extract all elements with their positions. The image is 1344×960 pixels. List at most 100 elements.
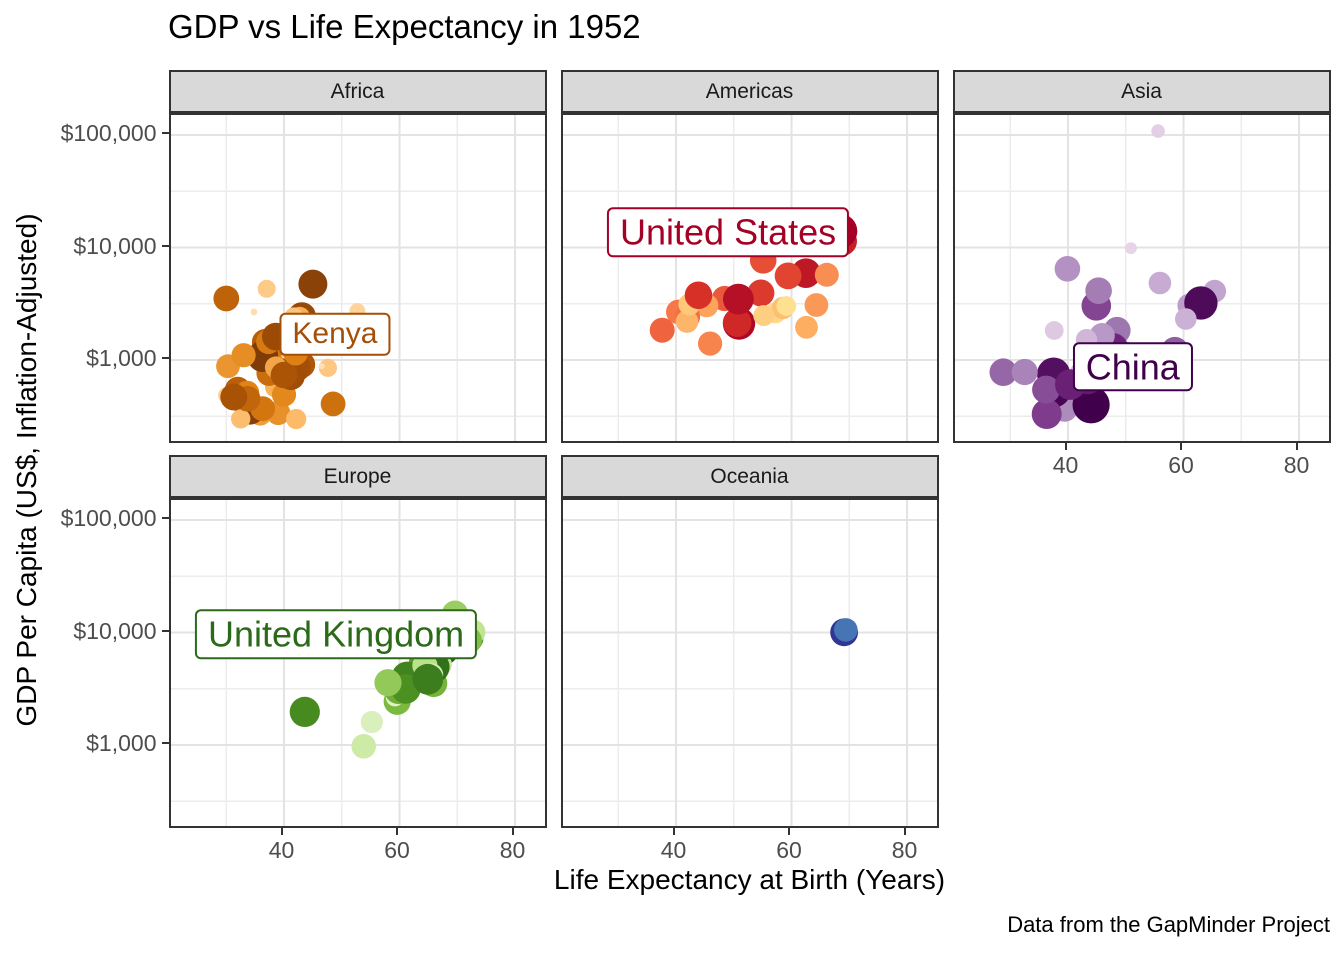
data-source-caption: Data from the GapMinder Project	[1007, 912, 1330, 937]
data-point	[722, 308, 751, 337]
facet-panel: United Kingdom	[168, 498, 547, 828]
facet-asia: Asia China	[952, 70, 1331, 443]
data-point	[1054, 256, 1080, 282]
x-axis-title: Life Expectancy at Birth (Years)	[553, 864, 946, 895]
facet-plot-svg	[562, 500, 937, 826]
data-point	[649, 317, 675, 343]
x-tick-label: 40	[1052, 452, 1079, 478]
facet-plot-svg	[562, 115, 937, 441]
facet-strip: Africa	[168, 70, 547, 113]
facet-strip: Americas	[560, 70, 939, 113]
y-tick-label: $100,000	[60, 120, 157, 146]
data-point	[230, 409, 250, 429]
data-point	[1011, 358, 1038, 386]
x-tick-label: 40	[660, 837, 687, 863]
data-point	[675, 310, 698, 333]
country-label-china: China	[1072, 342, 1193, 392]
data-point	[297, 269, 327, 299]
country-label-kenya: Kenya	[279, 312, 391, 356]
x-tick-mark	[511, 828, 514, 835]
data-point	[722, 283, 754, 315]
facet-oceania: Oceania	[560, 455, 939, 828]
x-tick-mark	[280, 828, 283, 835]
country-label-united-kingdom: United Kingdom	[195, 609, 478, 660]
data-point	[752, 305, 774, 327]
data-point	[814, 262, 839, 287]
data-point	[1148, 271, 1171, 295]
data-point	[1031, 375, 1060, 404]
data-point	[318, 358, 337, 377]
data-point	[1084, 277, 1112, 304]
data-point	[318, 363, 325, 370]
data-point	[684, 281, 712, 310]
y-axis-title: GDP Per Capita (US$, Inflation-Adjusted)	[11, 213, 42, 727]
data-point	[285, 408, 306, 430]
x-tick-mark	[1295, 443, 1298, 450]
data-point	[411, 663, 443, 695]
y-tick-label: $1,000	[86, 345, 157, 371]
data-point	[794, 315, 818, 339]
data-point	[289, 696, 320, 727]
x-tick-label: 80	[499, 837, 526, 863]
y-tick-mark	[161, 132, 169, 134]
data-point	[1031, 399, 1062, 429]
x-tick-label: 40	[268, 837, 295, 863]
data-point	[989, 358, 1017, 386]
data-point	[212, 285, 239, 312]
data-point	[270, 361, 297, 389]
chart-title: GDP vs Life Expectancy in 1952	[168, 8, 641, 45]
y-tick-label: $100,000	[60, 505, 157, 531]
facet-panel: Kenya	[168, 113, 547, 443]
facet-plot-svg	[954, 115, 1329, 441]
y-tick-label: $10,000	[73, 232, 157, 259]
y-tick-label: $1,000	[86, 730, 157, 756]
data-point	[833, 618, 858, 642]
data-point	[1124, 242, 1137, 255]
data-point	[1174, 308, 1197, 330]
x-tick-label: 80	[891, 837, 918, 863]
facet-americas: Americas United States	[560, 70, 939, 443]
facet-strip: Asia	[952, 70, 1331, 113]
facet-plot-svg	[170, 500, 545, 826]
x-tick-mark	[396, 828, 399, 835]
data-point	[1044, 321, 1064, 340]
country-label-united-states: United States	[607, 207, 850, 258]
data-point	[1150, 124, 1165, 138]
x-tick-label: 60	[1168, 452, 1194, 478]
data-point	[775, 296, 796, 316]
facet-panel: China	[952, 113, 1331, 443]
y-tick-mark	[161, 629, 169, 632]
y-tick-mark	[161, 742, 169, 744]
facet-africa: Africa Kenya	[168, 70, 547, 443]
facet-panel: United States	[560, 113, 939, 443]
x-tick-mark	[1064, 443, 1067, 450]
data-point	[697, 331, 722, 356]
data-point	[219, 383, 247, 411]
data-point	[774, 262, 801, 290]
data-point	[320, 391, 345, 417]
data-point	[231, 343, 256, 368]
facet-strip: Europe	[168, 455, 547, 498]
facet-plot-svg	[170, 115, 545, 441]
y-tick-mark	[161, 244, 169, 247]
facet-europe: Europe United Kingdom	[168, 455, 547, 828]
data-point	[250, 308, 257, 316]
x-tick-mark	[1180, 443, 1183, 450]
x-tick-label: 80	[1283, 452, 1310, 478]
data-point	[1072, 386, 1110, 424]
facet-strip: Oceania	[560, 455, 939, 498]
data-point	[257, 279, 276, 298]
y-tick-mark	[161, 357, 169, 359]
x-tick-mark	[788, 828, 791, 835]
x-tick-mark	[903, 828, 906, 835]
data-point	[373, 669, 402, 697]
data-point	[360, 710, 383, 734]
data-point	[804, 293, 828, 317]
data-point	[746, 279, 774, 307]
y-tick-mark	[161, 517, 169, 519]
x-tick-label: 60	[776, 837, 802, 863]
x-tick-mark	[672, 828, 675, 835]
y-tick-label: $10,000	[73, 617, 157, 644]
x-tick-label: 60	[384, 837, 410, 863]
